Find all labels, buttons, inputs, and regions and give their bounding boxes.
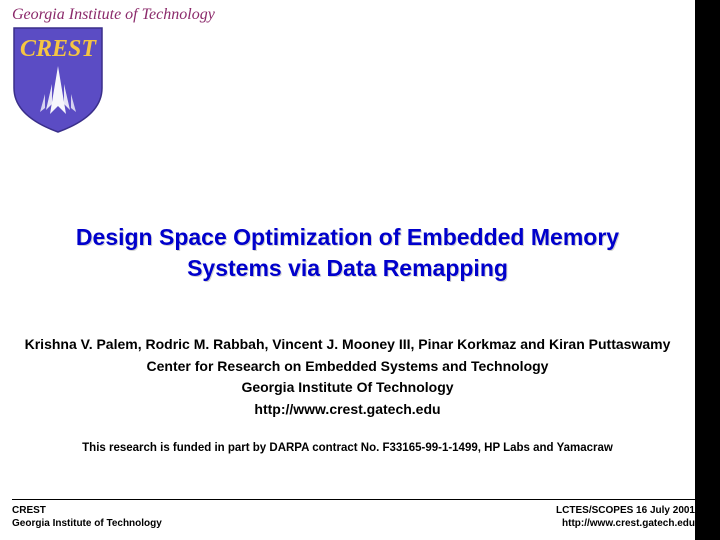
footer-row: CREST Georgia Institute of Technology LC… <box>12 504 695 530</box>
footer-left-2: Georgia Institute of Technology <box>12 517 162 530</box>
title-line-2: Systems via Data Remapping <box>0 253 695 284</box>
url: http://www.crest.gatech.edu <box>0 399 695 421</box>
author-names: Krishna V. Palem, Rodric M. Rabbah, Vinc… <box>0 334 695 356</box>
authors-block: Krishna V. Palem, Rodric M. Rabbah, Vinc… <box>0 334 695 421</box>
funding-block: This research is funded in part by DARPA… <box>0 442 695 454</box>
crest-logo-icon: CREST <box>12 26 104 134</box>
title-block: Design Space Optimization of Embedded Me… <box>0 222 695 284</box>
institution: Georgia Institute Of Technology <box>0 377 695 399</box>
title-line-1: Design Space Optimization of Embedded Me… <box>0 222 695 253</box>
crest-text: CREST <box>20 36 97 62</box>
footer-left-1: CREST <box>12 504 162 517</box>
research-center: Center for Research on Embedded Systems … <box>0 356 695 378</box>
footer-right: LCTES/SCOPES 16 July 2001 http://www.cre… <box>556 504 695 530</box>
footer-right-1: LCTES/SCOPES 16 July 2001 <box>556 504 695 517</box>
slide: Georgia Institute of Technology CREST De… <box>0 0 695 540</box>
footer-left: CREST Georgia Institute of Technology <box>12 504 162 530</box>
footer-right-2: http://www.crest.gatech.edu <box>556 517 695 530</box>
funding-text: This research is funded in part by DARPA… <box>0 442 695 454</box>
footer: CREST Georgia Institute of Technology LC… <box>12 499 695 530</box>
header: Georgia Institute of Technology CREST <box>12 6 215 139</box>
institute-name-script: Georgia Institute of Technology <box>12 6 215 24</box>
footer-divider <box>12 499 695 500</box>
